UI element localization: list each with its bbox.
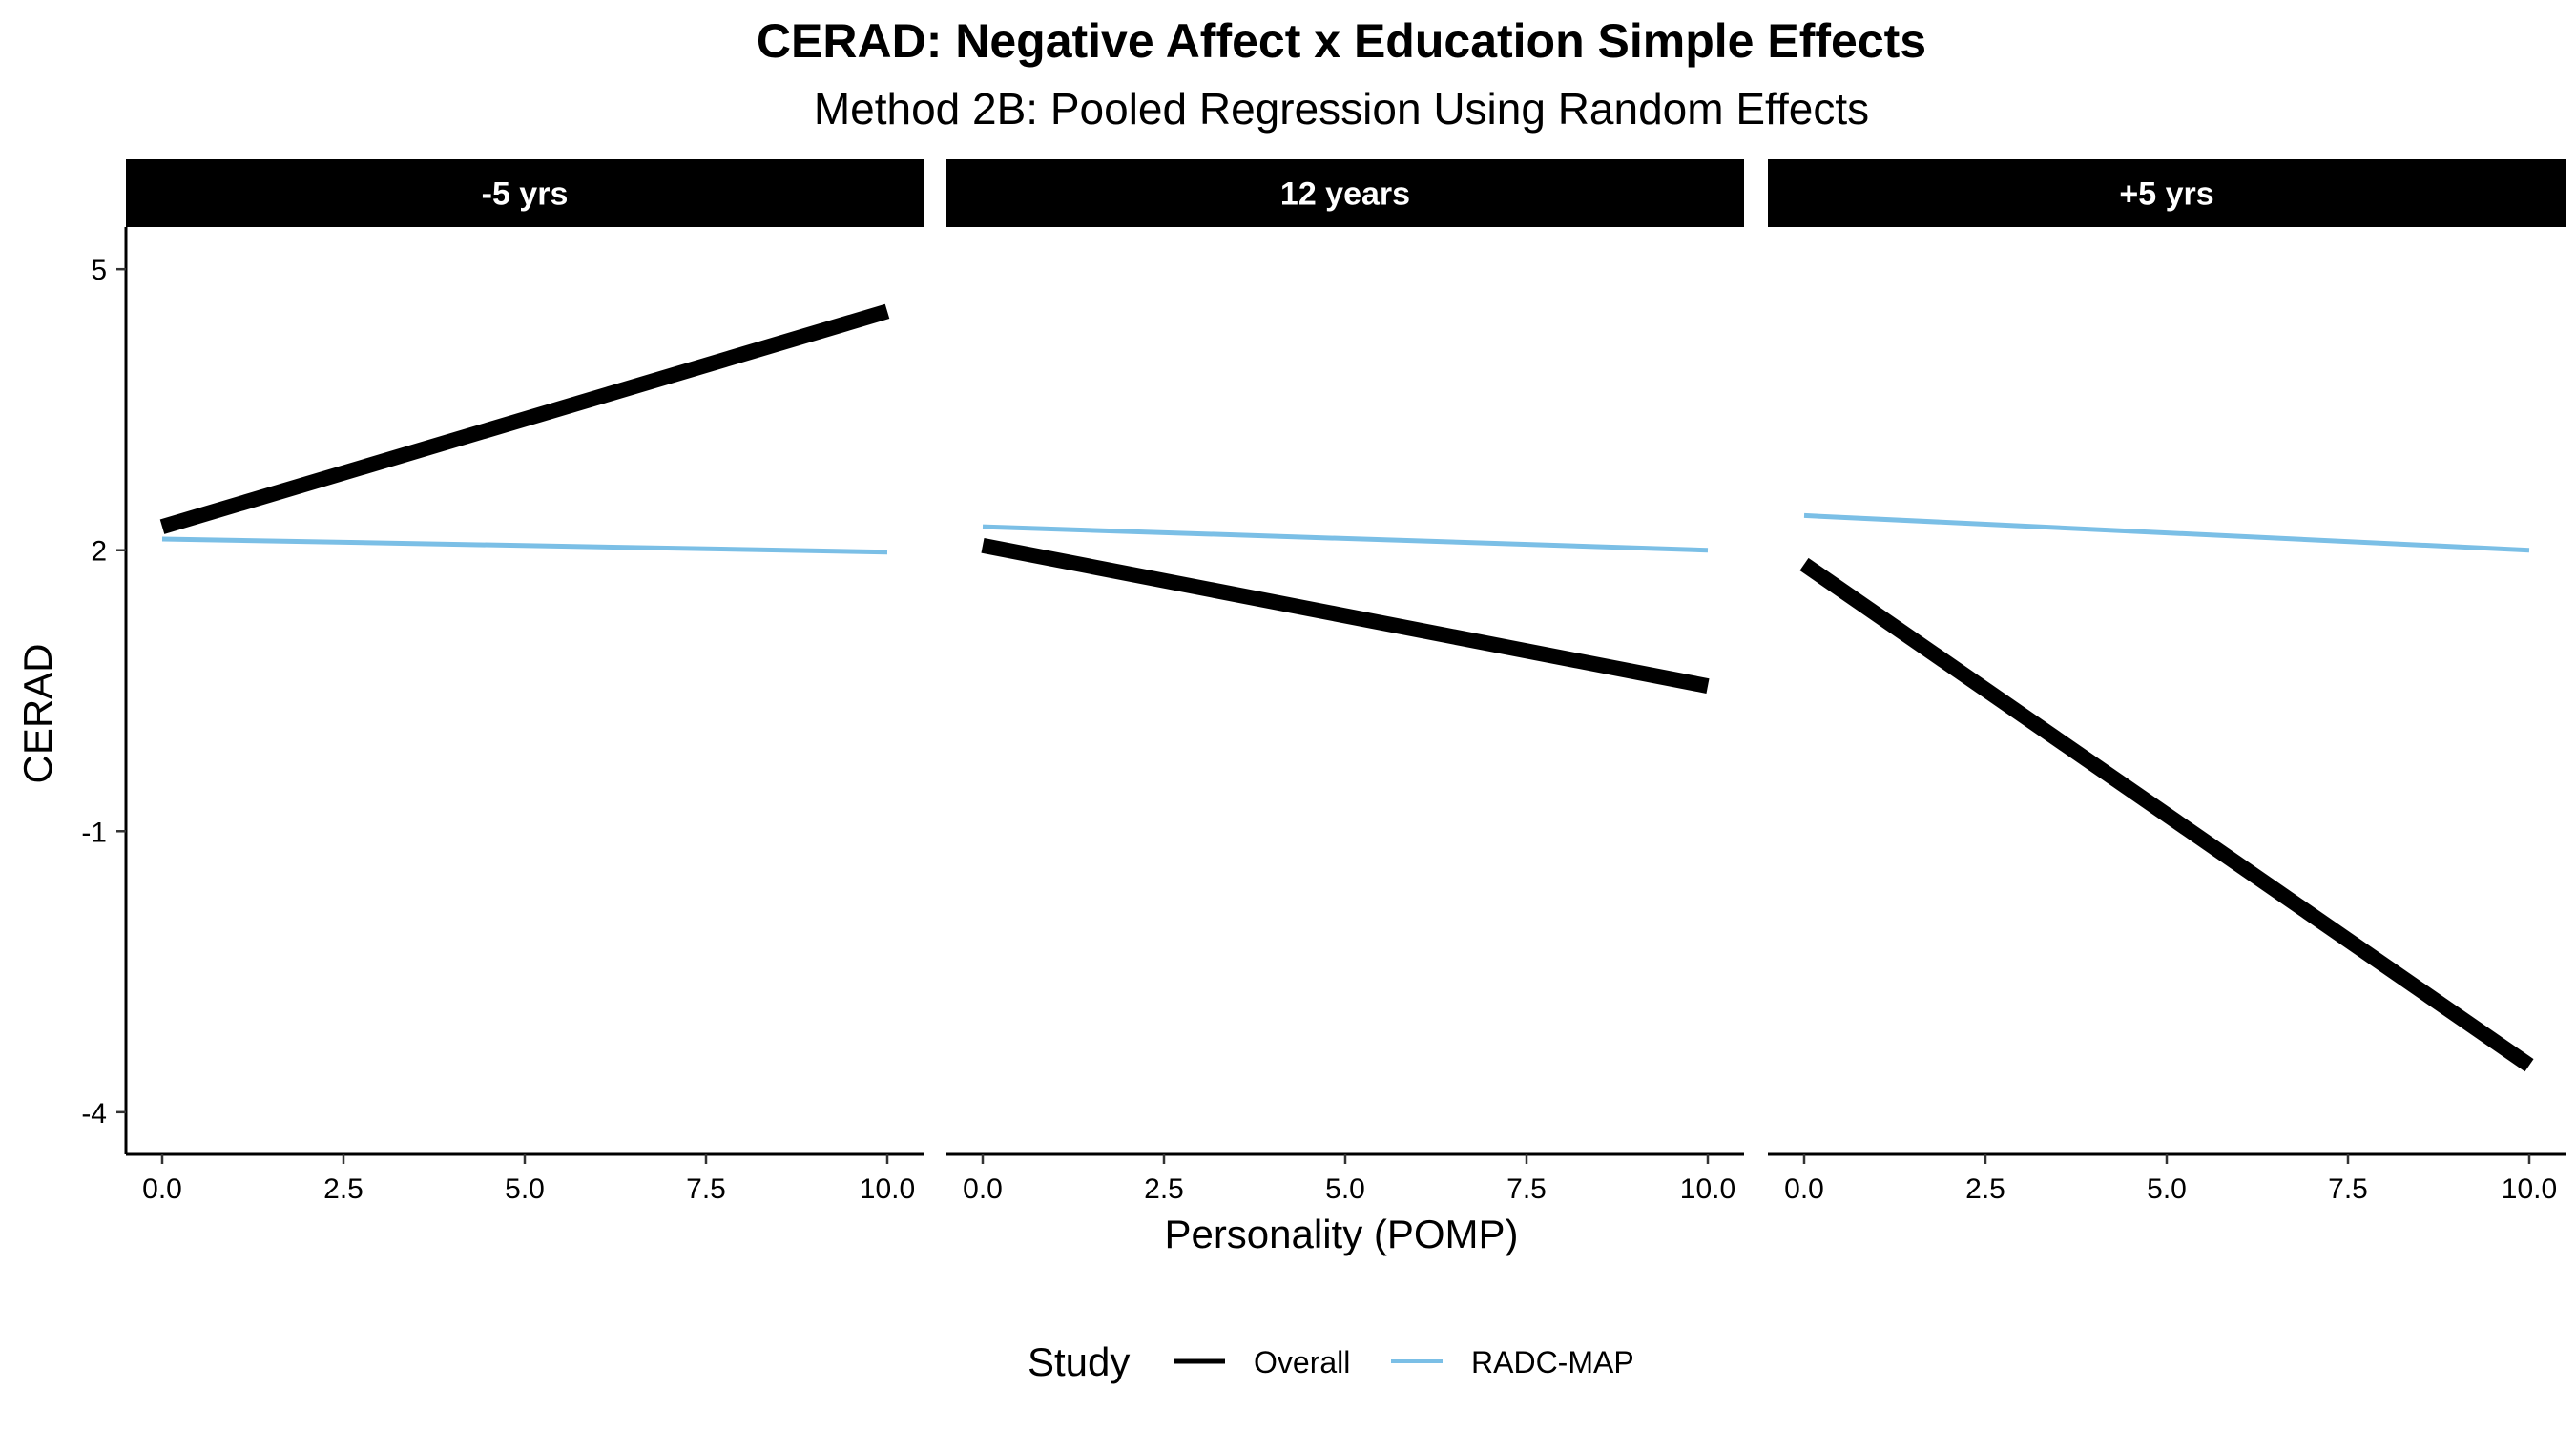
- facet-panel-1: -5 yrs 0.0 2.5 5.0 7.5 10.0 5 2 -1 -4: [81, 159, 924, 1205]
- y-tick-label: 2: [91, 536, 107, 568]
- facet-strip-label: -5 yrs: [482, 176, 569, 213]
- facet-panel-3: +5 yrs 0.0 2.5 5.0 7.5 10.0: [1768, 159, 2566, 1205]
- x-tick-label: 10.0: [1680, 1173, 1735, 1205]
- chart-title: CERAD: Negative Affect x Education Simpl…: [757, 14, 1926, 68]
- x-tick-label: 10.0: [2502, 1173, 2557, 1205]
- x-tick-label: 7.5: [2328, 1173, 2368, 1205]
- x-tick-label: 5.0: [505, 1173, 545, 1205]
- x-tick-label: 5.0: [2147, 1173, 2187, 1205]
- x-tick-label: 7.5: [686, 1173, 726, 1205]
- x-tick-label: 0.0: [1784, 1173, 1824, 1205]
- series-line-overall: [981, 537, 1710, 694]
- facet-strip: [126, 159, 924, 227]
- x-tick-label: 2.5: [1965, 1173, 2005, 1205]
- legend-title: Study: [1028, 1339, 1130, 1384]
- x-tick-label: 0.0: [963, 1173, 1003, 1205]
- y-tick-label: -1: [81, 817, 107, 848]
- legend: Study Overall RADC-MAP: [1028, 1339, 1634, 1384]
- x-axis-title: Personality (POMP): [1164, 1212, 1518, 1256]
- facet-strip-label: +5 yrs: [2119, 176, 2213, 213]
- x-tick-label: 10.0: [860, 1173, 915, 1205]
- facet-strip: [1768, 159, 2566, 227]
- x-tick-label: 2.5: [1144, 1173, 1184, 1205]
- y-tick-label: 5: [91, 255, 107, 286]
- y-tick-label: -4: [81, 1098, 107, 1130]
- facet-panels: -5 yrs 0.0 2.5 5.0 7.5 10.0 5 2 -1 -4 12 years 0.0 2…: [81, 159, 2566, 1205]
- x-tick-label: 2.5: [323, 1173, 364, 1205]
- series-line-radc-map: [982, 524, 1709, 553]
- series-line-overall: [1799, 557, 2534, 1072]
- series-line-overall: [159, 303, 890, 534]
- series-line-radc-map: [161, 536, 888, 555]
- x-tick-label: 7.5: [1506, 1173, 1547, 1205]
- legend-label: Overall: [1254, 1345, 1350, 1379]
- y-axis-title: CERAD: [15, 643, 60, 783]
- legend-label: RADC-MAP: [1471, 1345, 1634, 1379]
- facet-strip-label: 12 years: [1280, 176, 1410, 213]
- facet-strip: [946, 159, 1744, 227]
- x-tick-label: 5.0: [1325, 1173, 1365, 1205]
- series-line-radc-map: [1803, 512, 2530, 553]
- chart-subtitle: Method 2B: Pooled Regression Using Rando…: [814, 84, 1869, 134]
- x-tick-label: 0.0: [142, 1173, 182, 1205]
- facet-panel-2: 12 years 0.0 2.5 5.0 7.5 10.0: [946, 159, 1744, 1205]
